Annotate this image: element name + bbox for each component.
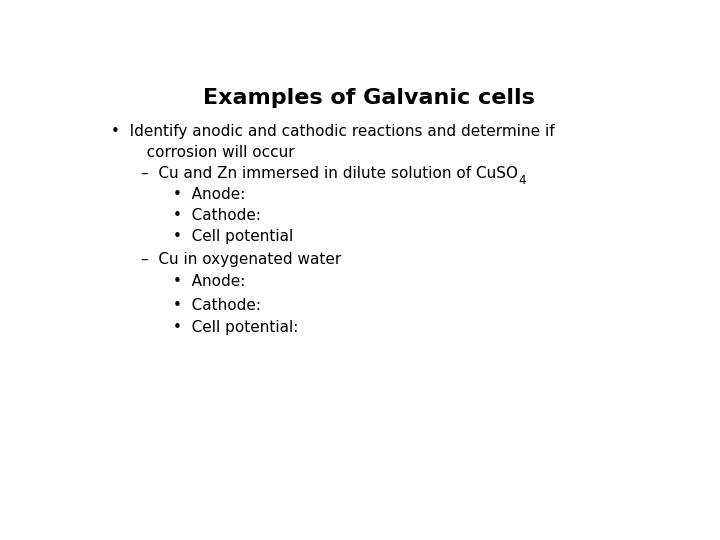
Text: •  Anode:: • Anode: xyxy=(173,274,245,289)
Text: •  Cathode:: • Cathode: xyxy=(173,208,261,223)
Text: 4: 4 xyxy=(518,174,526,187)
Text: –  Cu and Zn immersed in dilute solution of CuSO: – Cu and Zn immersed in dilute solution … xyxy=(141,166,518,181)
Text: •  Cell potential: • Cell potential xyxy=(173,228,293,244)
Text: corrosion will occur: corrosion will occur xyxy=(132,145,294,160)
Text: Examples of Galvanic cells: Examples of Galvanic cells xyxy=(203,87,535,107)
Text: •  Cathode:: • Cathode: xyxy=(173,298,261,313)
Text: –  Cu in oxygenated water: – Cu in oxygenated water xyxy=(141,252,341,267)
Text: •  Cell potential:: • Cell potential: xyxy=(173,320,298,335)
Text: •  Identify anodic and cathodic reactions and determine if: • Identify anodic and cathodic reactions… xyxy=(111,124,555,139)
Text: •  Anode:: • Anode: xyxy=(173,187,245,202)
